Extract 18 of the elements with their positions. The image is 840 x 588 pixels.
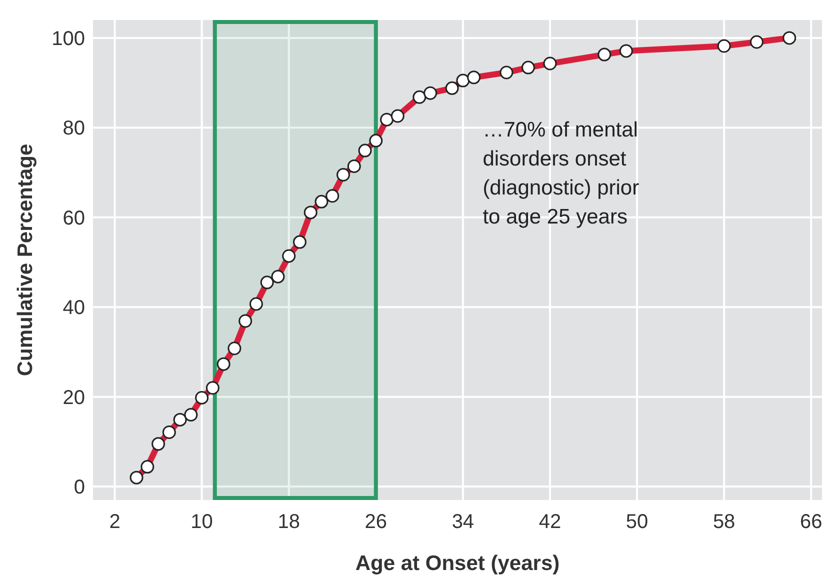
x-tick-label: 2 bbox=[109, 511, 120, 533]
y-tick-label: 80 bbox=[62, 118, 85, 140]
x-axis-title: Age at Onset (years) bbox=[355, 552, 560, 575]
x-tick-label: 42 bbox=[538, 511, 562, 533]
x-tick-label: 34 bbox=[452, 511, 474, 533]
y-tick-label: 20 bbox=[62, 386, 85, 409]
x-tick-label: 58 bbox=[712, 511, 736, 533]
x-tick-label: 66 bbox=[800, 511, 822, 533]
y-tick-label: 100 bbox=[52, 28, 85, 50]
y-tick-label: 60 bbox=[62, 207, 85, 230]
x-tick-label: 26 bbox=[364, 511, 388, 533]
x-tick-label: 18 bbox=[278, 511, 300, 533]
annotation: …70% of mental disorders onset (diagnostic) prior to age 25 years bbox=[482, 118, 640, 229]
y-tick-label: 0 bbox=[74, 476, 85, 499]
y-axis-title: Cumulative Percentage bbox=[14, 144, 37, 376]
y-tick-label: 40 bbox=[62, 297, 85, 320]
x-tick-label: 10 bbox=[190, 511, 213, 533]
x-tick-label: 50 bbox=[626, 511, 648, 533]
